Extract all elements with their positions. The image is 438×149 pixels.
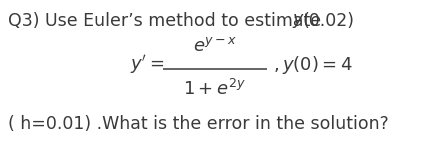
Text: $y' =$: $y' =$: [130, 53, 165, 76]
Text: ( h=0.01) .What is the error in the solution?: ( h=0.01) .What is the error in the solu…: [8, 115, 389, 133]
Text: $1 + e^{2y}$: $1 + e^{2y}$: [184, 79, 247, 99]
Text: $,y(0) = 4$: $,y(0) = 4$: [273, 54, 353, 76]
Text: (0.02): (0.02): [302, 12, 354, 30]
Text: $e^{y-x}$: $e^{y-x}$: [193, 37, 237, 55]
Text: $y$: $y$: [292, 12, 305, 30]
Text: Q3) Use Euler’s method to estimate: Q3) Use Euler’s method to estimate: [8, 12, 327, 30]
